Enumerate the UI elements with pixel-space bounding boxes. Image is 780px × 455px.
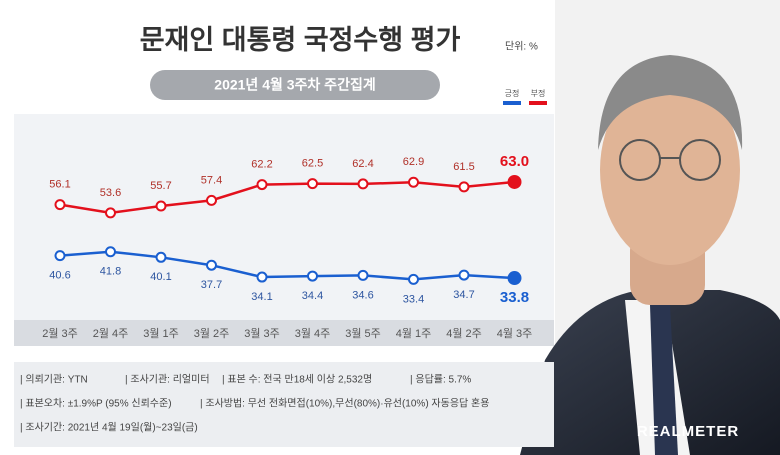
data-point	[206, 194, 217, 206]
chart-title: 문재인 대통령 국정수행 평가	[140, 25, 461, 55]
data-point	[458, 269, 470, 281]
note-text: | 응답률: 5.7%	[410, 374, 471, 386]
data-point	[408, 176, 419, 188]
data-point	[54, 199, 66, 211]
x-tick-label: 3월 4주	[295, 327, 331, 340]
data-label: 55.7	[150, 180, 171, 192]
data-label: 34.4	[302, 290, 323, 302]
x-tick-label: 4월 2주	[446, 327, 482, 340]
data-point	[458, 181, 470, 193]
data-label: 62.5	[302, 157, 323, 169]
x-tick-label: 3월 1주	[143, 327, 179, 340]
data-label: 34.1	[251, 291, 272, 303]
data-label: 62.4	[352, 158, 373, 170]
category-band	[14, 320, 554, 346]
portrait	[520, 0, 780, 455]
series-line	[59, 250, 515, 281]
data-point	[206, 259, 217, 271]
data-label: 62.2	[251, 158, 272, 170]
data-label: 61.5	[453, 161, 474, 173]
data-label: 34.6	[352, 289, 373, 301]
data-label: 62.9	[403, 156, 424, 168]
subtitle: 2021년 4월 3주차 주간집계	[214, 77, 375, 93]
data-label: 63.0	[500, 153, 529, 170]
logo: REALMETER	[637, 423, 739, 440]
data-point	[105, 207, 116, 219]
note-text: | 표본오차: ±1.9%P (95% 신뢰수준)	[20, 398, 172, 410]
legend-label: 긍정	[505, 88, 520, 98]
data-point	[105, 246, 116, 258]
note-text: | 의뢰기관: YTN	[20, 374, 88, 386]
x-tick-label: 4월 1주	[396, 327, 432, 340]
x-tick-label: 4월 3주	[497, 327, 533, 340]
data-label: 33.4	[403, 293, 424, 305]
note-text: | 조사기관: 리얼미터	[125, 374, 210, 386]
subtitle-pill	[150, 70, 440, 100]
note-text: | 조사방법: 무선 전화면접(10%),무선(80%)·유선(10%) 자동응…	[200, 397, 489, 410]
x-tick-label: 2월 4주	[93, 327, 129, 340]
data-point	[307, 178, 318, 190]
data-label: 33.8	[500, 289, 529, 306]
plot-area	[14, 114, 554, 346]
data-point	[155, 251, 167, 263]
series-line	[59, 180, 515, 215]
data-point	[256, 179, 268, 191]
x-tick-label: 3월 3주	[244, 327, 280, 340]
x-tick-label: 3월 2주	[194, 327, 230, 340]
data-point	[155, 200, 167, 212]
note-text: | 표본 수: 전국 만18세 이상 2,532명	[222, 374, 372, 386]
data-label: 57.4	[201, 174, 222, 186]
notes-box	[14, 362, 554, 447]
data-point	[357, 178, 369, 190]
legend-label: 부정	[531, 88, 546, 98]
data-label: 40.6	[49, 270, 70, 282]
x-tick-label: 3월 5주	[345, 327, 381, 340]
data-label: 40.1	[150, 271, 171, 283]
unit-label: 단위: %	[505, 40, 538, 53]
data-label: 41.8	[100, 266, 121, 278]
x-tick-label: 2월 3주	[42, 327, 78, 340]
data-point	[307, 270, 318, 282]
data-point	[507, 271, 522, 286]
data-point	[408, 273, 419, 285]
data-label: 34.7	[453, 289, 474, 301]
legend-swatch	[529, 101, 547, 105]
data-point	[256, 271, 268, 283]
data-label: 56.1	[49, 179, 70, 191]
data-point	[54, 250, 66, 262]
legend-swatch	[503, 101, 521, 105]
data-point	[357, 269, 369, 281]
data-label: 53.6	[100, 187, 121, 199]
data-point	[507, 174, 522, 189]
data-label: 37.7	[201, 279, 222, 291]
note-text: | 조사기간: 2021년 4월 19일(월)~23일(금)	[20, 422, 198, 434]
